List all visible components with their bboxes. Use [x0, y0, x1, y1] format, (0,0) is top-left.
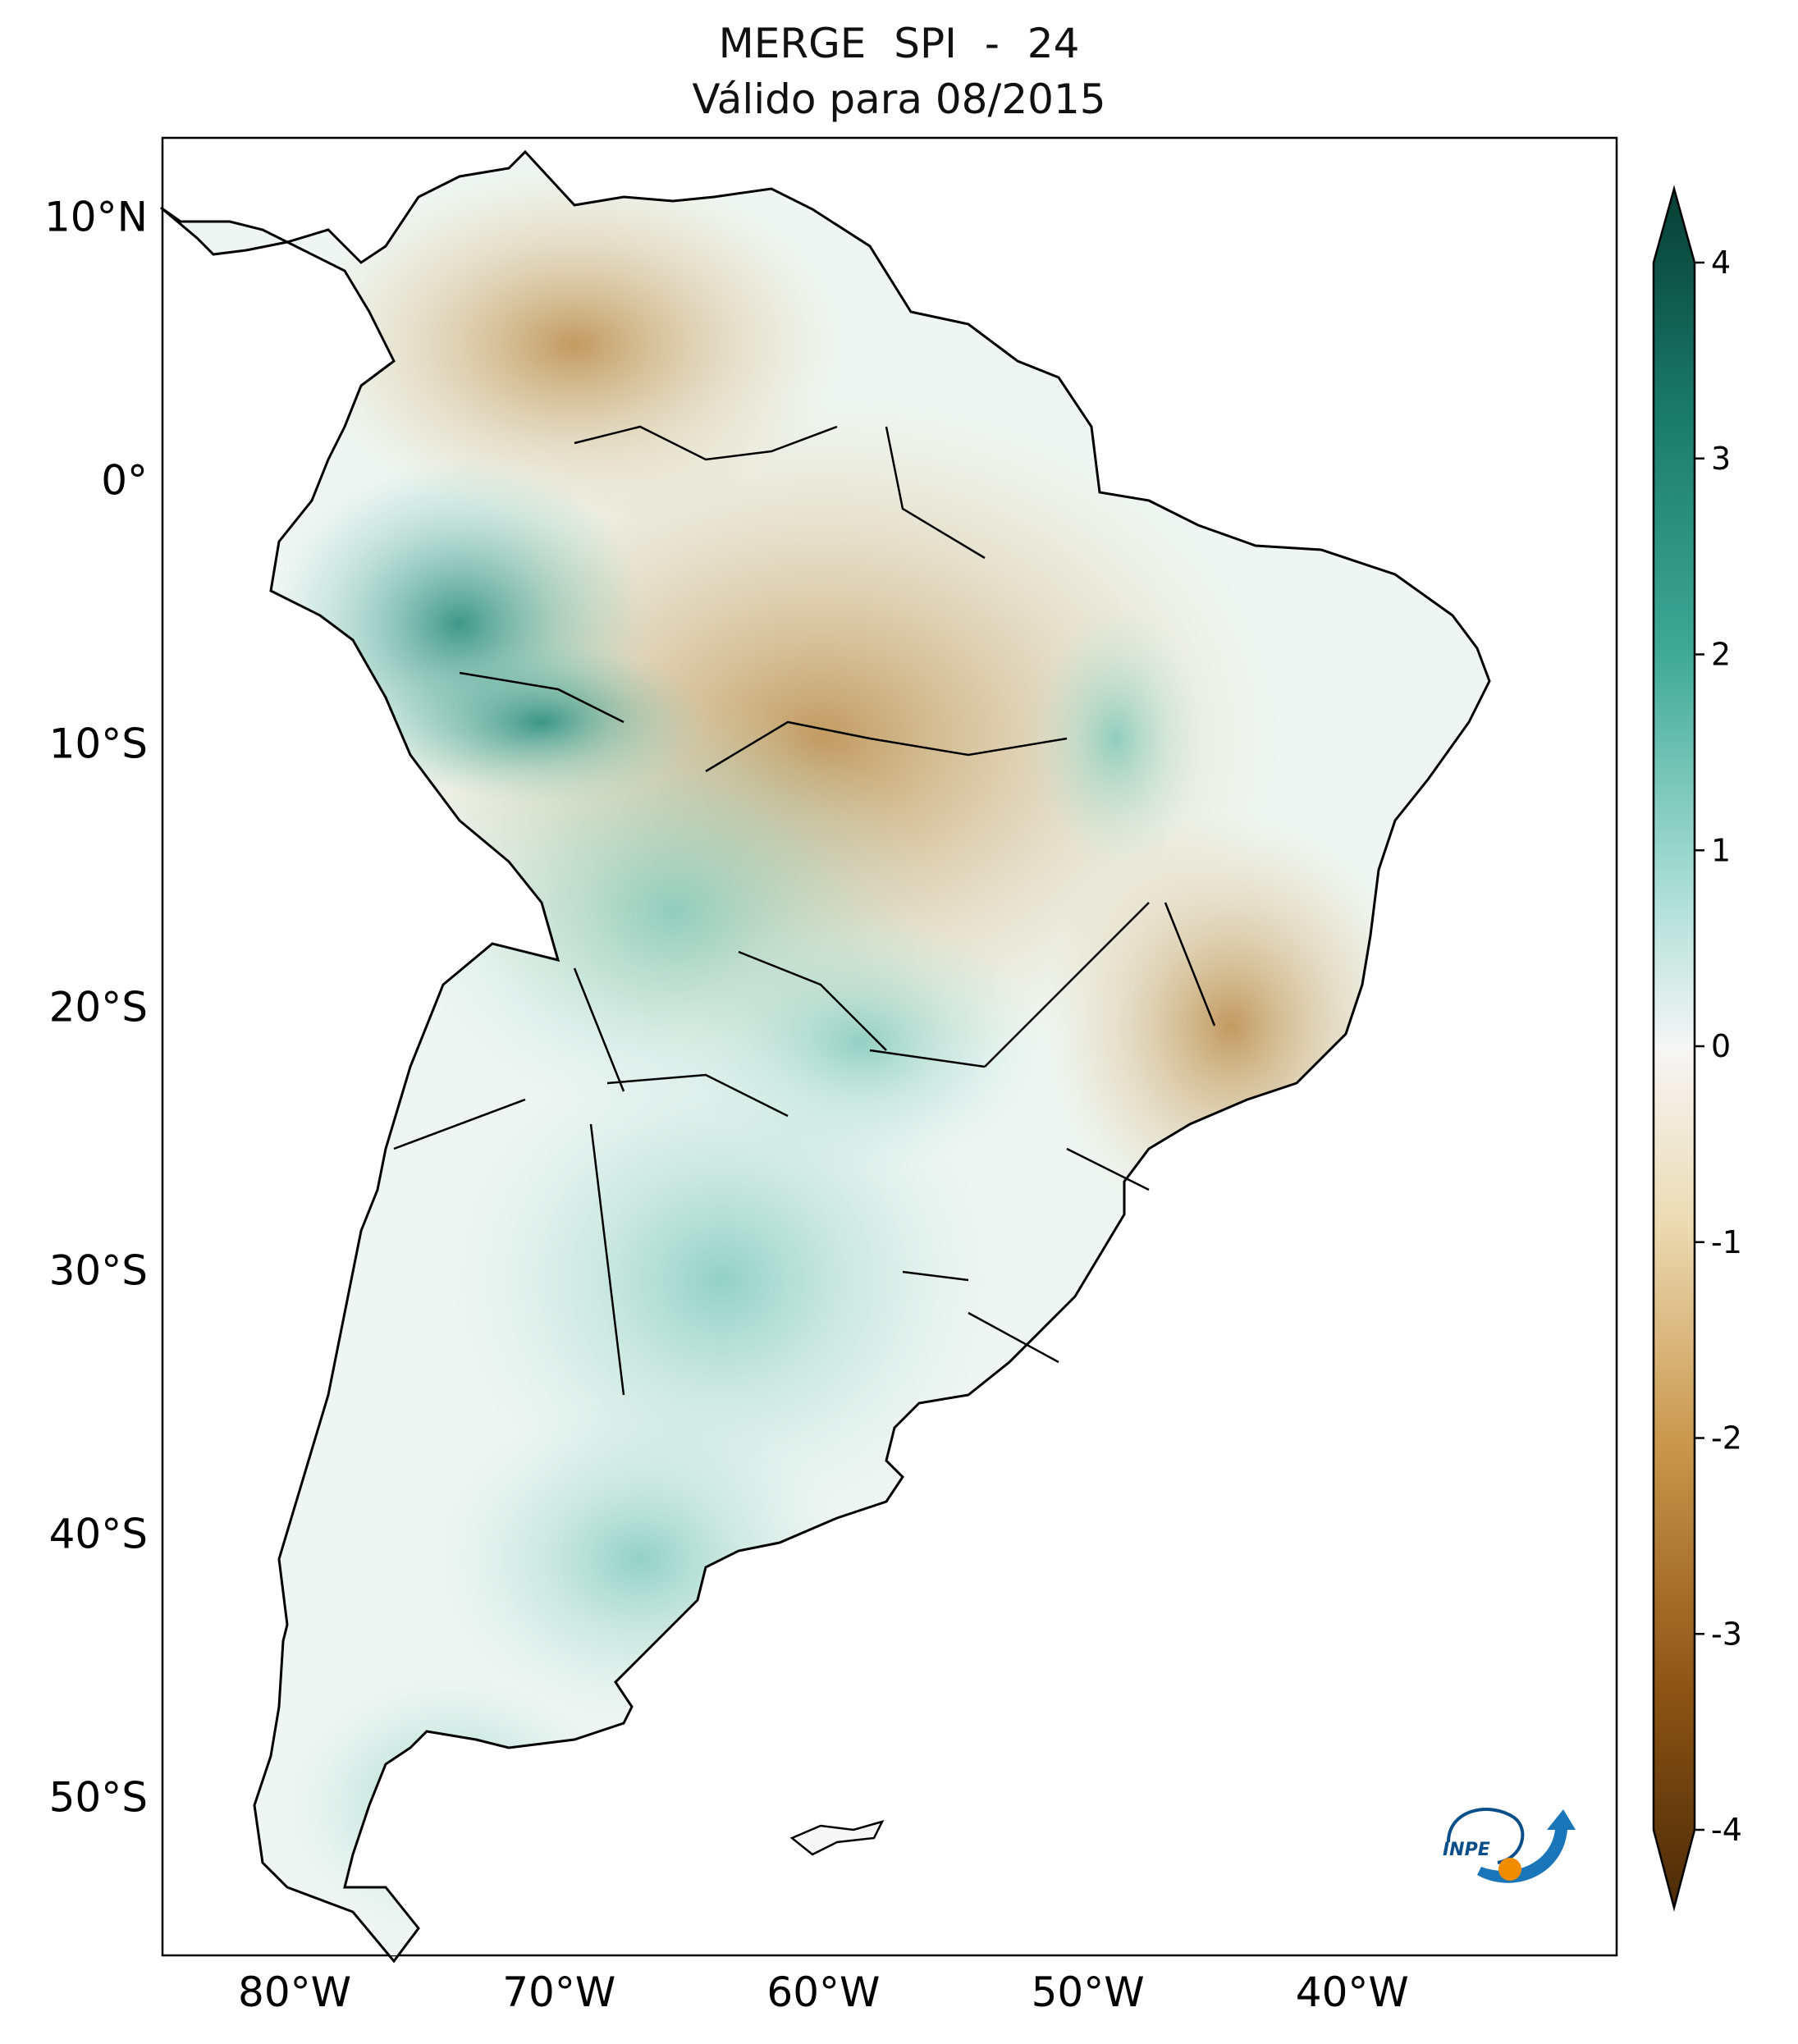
lon-label: 50°W [1032, 1969, 1145, 2016]
lat-label: 50°S [49, 1773, 148, 1821]
lon-label: 60°W [766, 1969, 880, 2016]
colorbar-tick-label: -1 [1711, 1224, 1742, 1260]
lon-label: 70°W [502, 1969, 615, 2016]
lat-label: 40°S [49, 1510, 148, 1557]
map-subtitle: Válido para 08/2015 [692, 75, 1106, 123]
lat-label: 30°S [49, 1246, 148, 1294]
colorbar-tick-label: -3 [1711, 1616, 1742, 1652]
lon-label: 80°W [238, 1969, 351, 2016]
country-borders [393, 425, 1216, 1396]
longitude-labels: 80°W 70°W 60°W 50°W 40°W [238, 1969, 1409, 2016]
lat-label: 20°S [49, 983, 148, 1031]
lon-label: 40°W [1296, 1969, 1409, 2016]
colorbar-tick-label: -2 [1711, 1420, 1742, 1456]
inpe-logo-text: INPE [1443, 1840, 1490, 1860]
lat-label: 0° [101, 456, 148, 504]
colorbar-tick-label: 2 [1711, 637, 1731, 673]
lat-label: 10°N [44, 193, 148, 240]
falkland-islands [789, 1820, 885, 1856]
lat-label: 10°S [49, 720, 148, 767]
colorbar-tick-label: -4 [1711, 1812, 1742, 1848]
inpe-logo [1447, 1808, 1576, 1883]
map-title: MERGE SPI - 24 [718, 20, 1080, 67]
colorbar-tick-label: 4 [1711, 245, 1731, 281]
colorbar-bar [1652, 185, 1696, 1912]
colorbar: 4 3 2 1 0 -1 -2 -3 -4 [1652, 185, 1742, 1912]
colorbar-tick-label: 0 [1711, 1028, 1731, 1064]
colorbar-tick-label: 1 [1711, 832, 1731, 868]
colorbar-ticks: 4 3 2 1 0 -1 -2 -3 -4 [1695, 245, 1742, 1848]
colorbar-tick-label: 3 [1711, 441, 1731, 477]
latitude-labels: 10°N 0° 10°S 20°S 30°S 40°S 50°S [44, 193, 148, 1821]
